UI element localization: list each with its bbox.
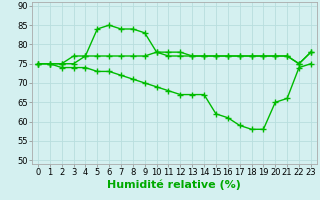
X-axis label: Humidité relative (%): Humidité relative (%) xyxy=(108,180,241,190)
